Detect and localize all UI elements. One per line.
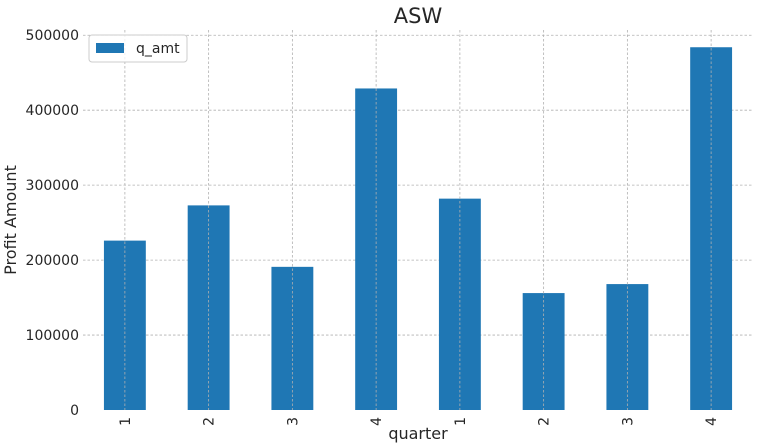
y-tick-label: 400000 [26, 103, 79, 119]
legend-label: q_amt [136, 41, 180, 57]
gridlines [83, 34, 753, 336]
x-tick-label: 1 [118, 417, 134, 426]
legend: q_amt [88, 34, 188, 63]
y-tick-label: 500000 [26, 28, 79, 44]
x-axis-label: quarter [388, 424, 448, 443]
x-tick-label: 4 [704, 417, 720, 426]
y-tick-label: 300000 [26, 178, 79, 194]
chart-title: ASW [394, 4, 443, 28]
y-tick-label: 0 [70, 403, 79, 419]
x-tick-label: 2 [202, 417, 218, 426]
x-tick-label: 3 [620, 417, 636, 426]
x-tick-label: 3 [285, 417, 301, 426]
x-tick-label: 1 [453, 417, 469, 426]
legend-swatch [96, 43, 124, 53]
legend-box [88, 34, 188, 63]
y-tick-label: 200000 [26, 253, 79, 269]
y-tick-label: 100000 [26, 328, 79, 344]
x-ticks: 1 2 3 4 1 2 3 4 [118, 417, 720, 426]
x-tick-label: 4 [369, 417, 385, 426]
y-axis-label: Profit Amount [1, 165, 20, 275]
y-ticks: 0 100000 200000 300000 400000 500000 [26, 28, 79, 419]
bar [187, 205, 230, 410]
bar [355, 88, 398, 410]
bars [103, 47, 733, 411]
x-tick-label: 2 [537, 417, 553, 426]
vertical-gridlines [124, 30, 712, 410]
